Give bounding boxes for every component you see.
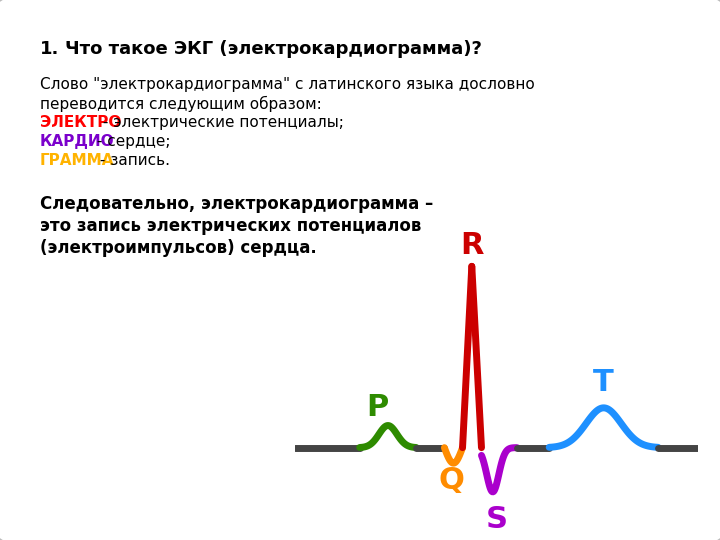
Text: - запись.: - запись. (95, 153, 170, 168)
Text: 1.: 1. (40, 40, 59, 58)
Text: Слово "электрокардиограмма" с латинского языка дословно: Слово "электрокардиограмма" с латинского… (40, 77, 535, 92)
Text: S: S (486, 505, 508, 534)
Text: T: T (593, 368, 614, 397)
Text: - сердце;: - сердце; (92, 134, 171, 149)
Text: Следовательно, электрокардиограмма –: Следовательно, электрокардиограмма – (40, 195, 433, 213)
Text: Что такое ЭКГ (электрокардиограмма)?: Что такое ЭКГ (электрокардиограмма)? (65, 40, 482, 58)
Text: ГРАММА: ГРАММА (40, 153, 114, 168)
Text: Q: Q (438, 467, 464, 495)
Text: R: R (460, 231, 484, 260)
Text: - электрические потенциалы;: - электрические потенциалы; (98, 115, 344, 130)
Text: (электроимпульсов) сердца.: (электроимпульсов) сердца. (40, 239, 317, 257)
Text: КАРДИО: КАРДИО (40, 134, 114, 149)
Text: P: P (366, 393, 389, 422)
Text: переводится следующим образом:: переводится следующим образом: (40, 96, 322, 112)
Text: это запись электрических потенциалов: это запись электрических потенциалов (40, 217, 421, 235)
Text: ЭЛЕКТРО: ЭЛЕКТРО (40, 115, 122, 130)
